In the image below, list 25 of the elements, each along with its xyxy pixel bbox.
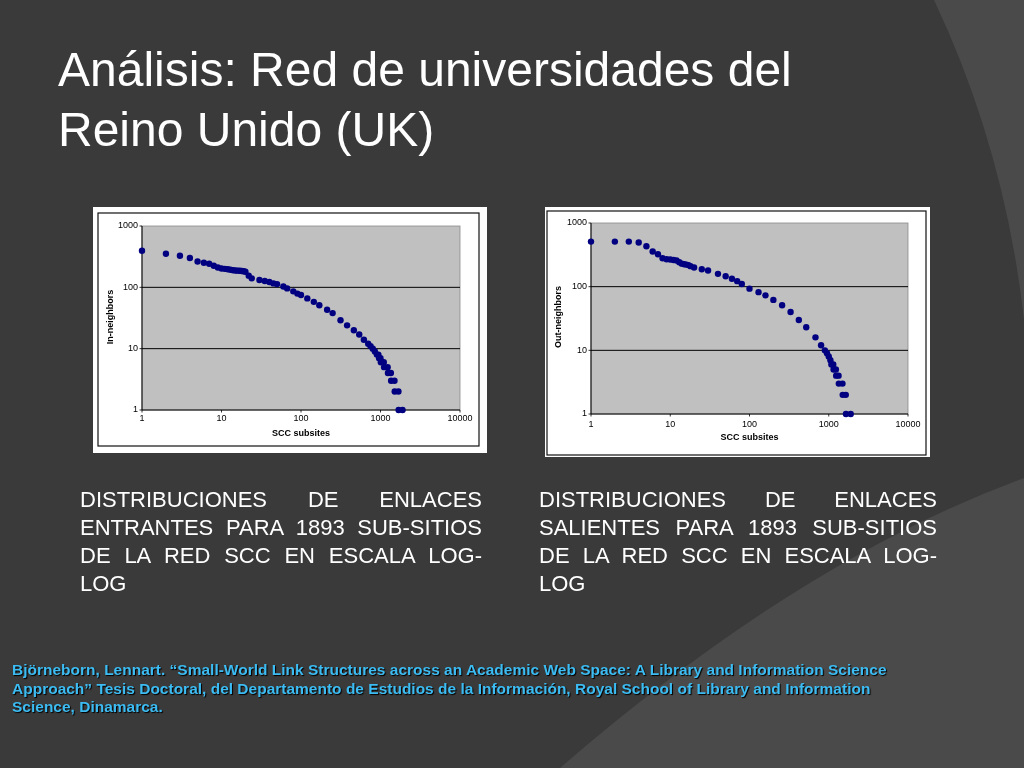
x-tick-label: 10000 [447,413,473,424]
x-tick-label: 1 [139,413,145,424]
x-tick-label: 1 [588,419,594,430]
text: Björneborn, Lennart. “Small-World Link Structures across an Academic Web Space: A Library and Information Science Approach” Tesis Doctoral, del Departamento de Estudios de la Información, Royal School of Library and Information Science, Dinamarca. [12,661,888,717]
text: DISTRIBUCIONES DE ENLACES SALIENTES PARA 1893 SUB-SITIOS DE LA RED SCC EN ESCALA LOG-LOG [539,486,937,598]
x-tick-label: 1000 [370,413,391,424]
x-tick-label: 1000 [818,419,839,430]
y-tick-label: 1 [132,404,138,415]
x-tick-label: 10000 [895,419,921,430]
x-tick-label: 100 [741,419,758,430]
y-tick-label: 1000 [117,220,138,231]
x-tick-label: 100 [293,413,309,424]
y-tick-label: 10 [576,344,587,355]
y-axis-title: In-neighbors [105,289,116,345]
y-tick-label: 10 [127,343,138,354]
y-tick-label: 100 [122,281,138,292]
y-axis-title: Out-neighbors [553,286,564,348]
y-tick-label: 1000 [566,217,587,228]
y-tick-label: 100 [571,281,587,292]
text: DISTRIBUCIONES DE ENLACES ENTRANTES PARA 1893 SUB-SITIOS DE LA RED SCC EN ESCALA LOG-LOG [80,486,482,598]
x-tick-label: 10 [216,413,227,424]
x-axis-title: SCC subsites [720,432,779,443]
x-tick-label: 10 [665,419,676,430]
chart-title: Análisis: Red de universidades del Reino Unido (UK) [58,42,793,158]
x-axis-title: SCC subsites [271,428,331,439]
